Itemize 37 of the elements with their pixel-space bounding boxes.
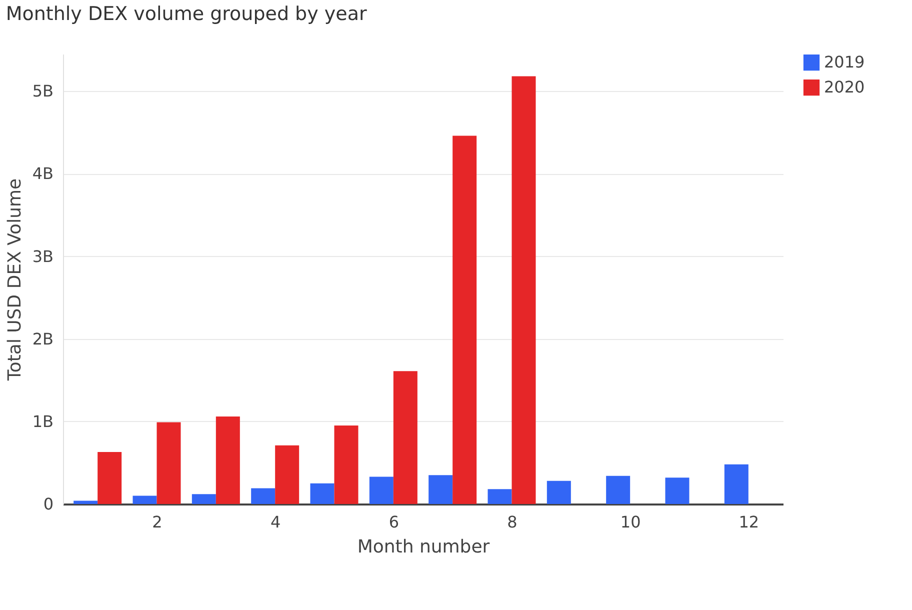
y-tick-label: 0 [43,494,54,514]
bar [74,500,98,504]
y-tick-label: 4B [32,164,54,184]
bar [192,494,216,504]
x-tick-label: 12 [738,512,760,532]
bar [428,475,453,504]
x-tick-label: 2 [152,512,162,532]
y-tick-label: 3B [32,246,54,266]
bar [275,445,300,504]
y-tick-label: 2B [32,329,54,348]
x-tick-label: 4 [270,512,281,532]
bar [132,496,157,504]
x-axis-title: Month number [357,536,490,558]
x-tick-label: 6 [388,512,400,532]
bar [488,489,512,504]
chart-title: Monthly DEX volume grouped by year [6,3,367,25]
legend-label: 2020 [824,78,865,96]
bar [156,422,181,504]
y-tick-label: 1B [32,412,54,431]
bar [251,488,276,504]
bar [310,483,334,504]
bar [393,371,418,504]
x-tick-label: 10 [620,512,641,532]
bar [98,452,122,504]
bar [216,416,240,504]
bar [606,476,630,504]
bar [546,480,571,504]
bar [512,76,536,504]
x-tick-label: 8 [507,512,518,532]
y-tick-label: 5B [32,82,54,101]
bar [369,476,394,504]
bar [452,136,477,504]
bar [724,464,748,504]
legend-label: 2019 [824,52,865,72]
bar [665,478,690,504]
y-axis-title: Total USD DEX Volume [4,178,26,382]
bar [334,426,358,504]
